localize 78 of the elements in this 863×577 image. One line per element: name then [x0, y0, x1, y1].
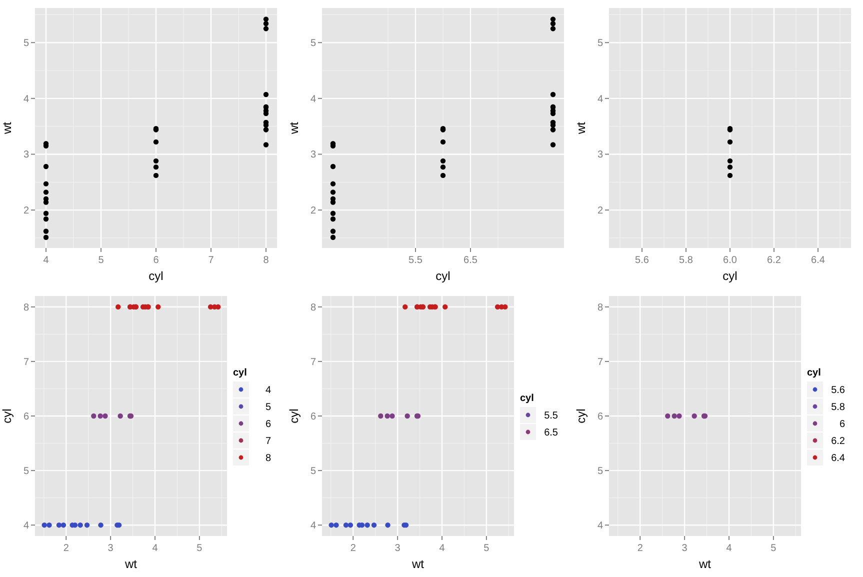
x-tick-label: 8	[263, 255, 270, 266]
x-tick-label: 4	[152, 543, 158, 554]
x-tick-label: 6.5	[464, 255, 478, 266]
y-tick-label: 8	[597, 302, 604, 314]
x-tick-label: 5.5	[408, 255, 423, 266]
y-axis-title: wt	[287, 121, 301, 135]
y-tick-label: 5	[23, 38, 30, 50]
legend-label: 6	[265, 419, 272, 430]
y-tick-label: 6	[23, 412, 30, 422]
y-tick-label: 5	[597, 466, 604, 478]
x-tick-label: 4	[726, 543, 732, 554]
x-tick-label: 2	[350, 543, 356, 554]
x-tick-label: 5.6	[635, 255, 650, 266]
y-tick-label: 4	[310, 520, 316, 532]
x-axis-title: cyl	[722, 269, 738, 283]
x-tick-label: 3	[108, 543, 114, 554]
y-tick-label: 3	[23, 150, 30, 161]
y-tick-label: 4	[310, 94, 316, 105]
legend-title: cyl	[233, 368, 248, 378]
y-tick-label: 3	[597, 150, 604, 161]
x-tick-label: 3	[394, 543, 401, 554]
y-tick-label: 4	[23, 94, 30, 105]
y-axis-title: cyl	[287, 408, 301, 424]
x-axis-title: wt	[698, 557, 712, 571]
x-tick-label: 2	[637, 543, 644, 554]
y-tick-label: 4	[597, 94, 604, 105]
x-tick-label: 4	[43, 255, 50, 266]
y-axis-title: wt	[0, 121, 14, 135]
y-tick-label: 4	[597, 520, 604, 532]
legend-label: 6.2	[831, 436, 846, 447]
x-tick-label: 6.0	[723, 255, 738, 266]
y-tick-label: 5	[23, 466, 30, 478]
x-tick-label: 5.8	[679, 255, 694, 266]
x-axis-title: cyl	[436, 269, 450, 283]
y-tick-label: 8	[310, 302, 316, 314]
x-axis-title: wt	[411, 557, 425, 571]
x-tick-label: 6.2	[767, 255, 782, 266]
y-tick-label: 8	[23, 302, 30, 314]
x-tick-label: 4	[439, 543, 446, 554]
x-axis-title: wt	[124, 557, 138, 571]
y-tick-label: 6	[597, 412, 604, 422]
y-tick-label: 7	[310, 356, 316, 368]
x-tick-label: 5	[196, 543, 203, 554]
x-tick-label: 5	[484, 543, 490, 554]
legend-label: 5	[265, 402, 272, 413]
legend-label: 7	[265, 436, 272, 447]
legend-title: cyl	[807, 368, 822, 378]
y-tick-label: 4	[23, 520, 30, 532]
y-tick-label: 7	[23, 356, 30, 368]
x-tick-label: 6.4	[811, 255, 826, 266]
y-axis-title: wt	[574, 121, 588, 135]
x-tick-label: 5	[770, 543, 777, 554]
legend-label: 6.5	[544, 428, 558, 438]
y-axis-title: cyl	[574, 408, 588, 424]
y-tick-label: 5	[597, 38, 604, 50]
legend-label: 6	[839, 419, 846, 430]
x-tick-label: 5	[98, 255, 104, 266]
x-tick-label: 3	[682, 543, 688, 554]
legend-label: 5.5	[544, 410, 558, 422]
y-tick-label: 2	[23, 206, 30, 217]
x-tick-label: 2	[63, 543, 70, 554]
legend-label: 4	[265, 385, 272, 396]
y-tick-label: 2	[597, 206, 604, 217]
legend-label: 8	[265, 453, 272, 464]
y-tick-label: 3	[310, 150, 316, 161]
legend-label: 5.6	[831, 385, 846, 396]
legend-title: cyl	[520, 393, 534, 404]
y-tick-label: 2	[310, 206, 316, 217]
x-tick-label: 6	[153, 255, 160, 266]
y-tick-label: 5	[310, 466, 316, 478]
x-axis-title: cyl	[148, 269, 164, 283]
legend-label: 6.4	[831, 453, 846, 464]
y-axis-title: cyl	[0, 408, 14, 424]
y-tick-label: 7	[597, 356, 604, 368]
y-tick-label: 6	[310, 412, 316, 422]
x-tick-label: 7	[208, 255, 214, 266]
y-tick-label: 5	[310, 38, 316, 50]
legend-label: 5.8	[831, 402, 846, 413]
